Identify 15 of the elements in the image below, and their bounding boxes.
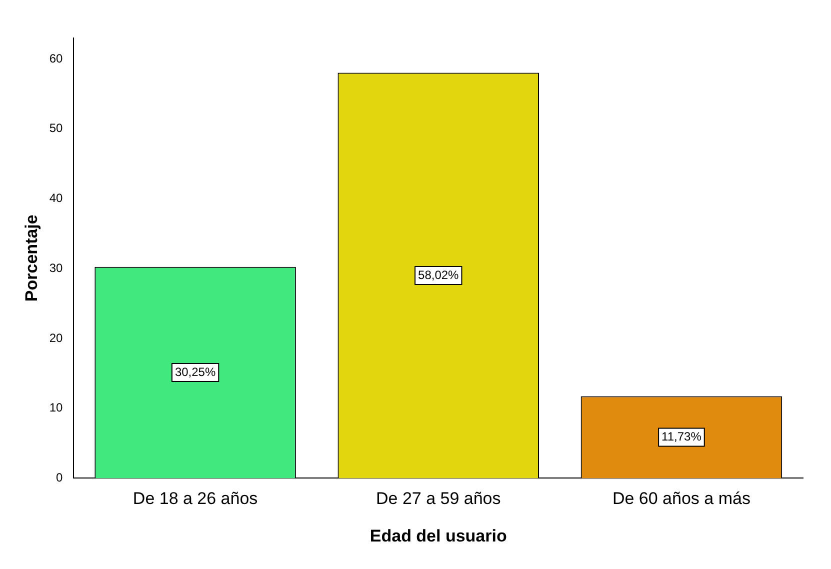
y-tick-label: 20 xyxy=(49,330,64,345)
y-tick-label: 0 xyxy=(56,470,64,485)
x-axis-title: Edad del usuario xyxy=(370,526,507,546)
y-tick-label: 30 xyxy=(49,260,64,275)
data-label: 30,25% xyxy=(174,364,216,379)
x-tick-label: De 27 a 59 años xyxy=(376,489,501,508)
x-tick-label: De 60 años a más xyxy=(612,489,750,508)
y-tick-label: 50 xyxy=(49,121,64,136)
y-axis-title: Porcentaje xyxy=(22,214,41,302)
data-label: 58,02% xyxy=(418,268,460,282)
y-tick-label: 10 xyxy=(49,400,64,415)
y-tick-label: 40 xyxy=(49,191,64,206)
x-tick-label: De 18 a 26 años xyxy=(132,489,258,508)
data-label: 11,73% xyxy=(662,430,702,444)
y-tick-label: 60 xyxy=(49,51,64,66)
